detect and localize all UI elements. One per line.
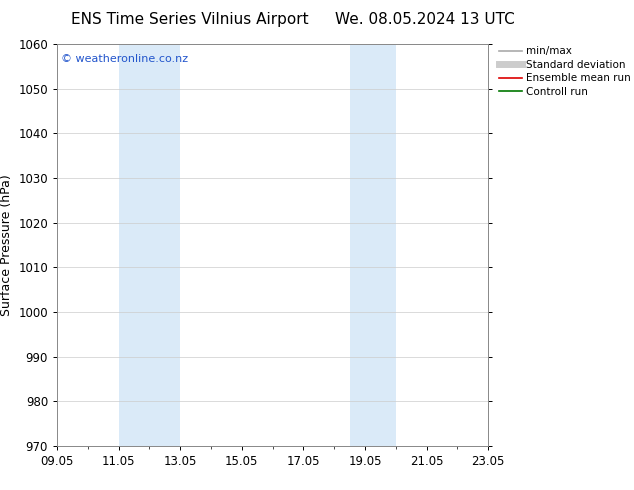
Legend: min/max, Standard deviation, Ensemble mean run, Controll run: min/max, Standard deviation, Ensemble me…: [497, 44, 633, 99]
Text: ENS Time Series Vilnius Airport: ENS Time Series Vilnius Airport: [72, 12, 309, 27]
Text: © weatheronline.co.nz: © weatheronline.co.nz: [61, 54, 188, 64]
Bar: [119, 44, 180, 446]
Text: We. 08.05.2024 13 UTC: We. 08.05.2024 13 UTC: [335, 12, 515, 27]
Bar: [349, 44, 396, 446]
Y-axis label: Surface Pressure (hPa): Surface Pressure (hPa): [0, 174, 13, 316]
